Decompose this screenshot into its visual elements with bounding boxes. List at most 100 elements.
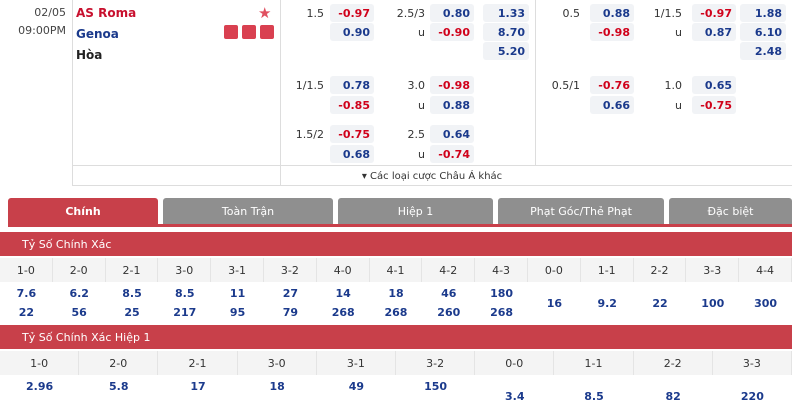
score-label: 3-3 [686, 258, 740, 282]
favorite-star[interactable]: ★ [258, 4, 272, 22]
more-link[interactable]: ▾ Các loại cược Châu Á khác [361, 170, 503, 182]
score-odds[interactable]: 79 [282, 305, 299, 319]
score-odds[interactable]: 95 [229, 305, 246, 319]
odds[interactable]: 0.87 [692, 23, 736, 41]
odds[interactable]: 1.33 [483, 4, 529, 22]
score-odds[interactable]: 8.5 [122, 286, 142, 300]
divider [280, 0, 281, 185]
odds[interactable]: 0.64 [430, 125, 474, 143]
odds[interactable]: 6.10 [740, 23, 786, 41]
tab[interactable]: Toàn Trận [163, 198, 333, 224]
odds[interactable]: 2.48 [740, 42, 786, 60]
score-odds[interactable]: 150 [424, 379, 448, 393]
odds[interactable]: 0.68 [330, 145, 374, 163]
collapse-icon[interactable] [0, 325, 20, 349]
tab[interactable]: Đặc biệt [669, 198, 792, 224]
score-label: 4-3 [475, 258, 528, 282]
tab[interactable]: Chính [8, 198, 158, 224]
line-label: 0.5 [562, 6, 581, 20]
tab-underline [8, 224, 792, 227]
score-odds[interactable]: 268 [331, 305, 355, 319]
odds[interactable]: 0.65 [692, 76, 736, 94]
line-label: 1.5 [306, 6, 325, 20]
score-label: 3-0 [158, 258, 212, 282]
score-odds[interactable]: 260 [437, 305, 461, 319]
score-odds[interactable]: 6.2 [69, 286, 89, 300]
odds[interactable]: -0.85 [330, 96, 374, 114]
odds[interactable]: -0.76 [590, 76, 634, 94]
score-odds[interactable]: 300 [754, 296, 778, 310]
section-header[interactable]: Tỷ Số Chính Xác [0, 232, 792, 256]
draw-label: Hòa [76, 48, 103, 62]
odds[interactable]: -0.97 [692, 4, 736, 22]
header-row [0, 351, 792, 375]
tab[interactable]: Phạt Góc/Thẻ Phạt [498, 198, 664, 224]
odds[interactable]: -0.98 [590, 23, 634, 41]
score-odds[interactable]: 11 [229, 286, 246, 300]
line-label: 2.5/3 [396, 6, 425, 20]
score-odds[interactable]: 7.6 [16, 286, 37, 300]
line-label: 1/1.5 [653, 6, 682, 20]
away-team[interactable]: Genoa [76, 27, 119, 41]
odds[interactable]: -0.90 [430, 23, 474, 41]
score-odds[interactable]: 82 [665, 389, 681, 400]
line-label: u [418, 147, 425, 161]
score-odds[interactable]: 8.5 [584, 389, 604, 400]
score-label: 2-2 [634, 258, 687, 282]
score-odds[interactable]: 46 [441, 286, 457, 300]
score-odds[interactable]: 22 [18, 305, 35, 319]
score-odds[interactable]: 22 [652, 296, 668, 310]
divider [72, 165, 792, 166]
score-odds[interactable]: 268 [384, 305, 408, 319]
score-odds[interactable]: 268 [490, 305, 514, 319]
icon[interactable] [242, 25, 256, 39]
score-label: 2-0 [79, 351, 159, 375]
odds[interactable]: -0.97 [330, 4, 374, 22]
section-header[interactable]: Tỷ Số Chính Xác Hiệp 1 [0, 325, 792, 349]
score-odds[interactable]: 18 [388, 286, 404, 300]
score-odds[interactable]: 217 [173, 305, 197, 319]
odds[interactable]: 5.20 [483, 42, 529, 60]
score-odds[interactable]: 8.5 [175, 286, 195, 300]
score-odds[interactable]: 27 [282, 286, 299, 300]
score-odds[interactable]: 5.8 [109, 379, 129, 393]
score-odds[interactable]: 14 [335, 286, 351, 300]
score-odds[interactable]: 220 [740, 389, 764, 400]
odds[interactable]: -0.74 [430, 145, 474, 163]
score-label: 3-2 [396, 351, 476, 375]
score-odds[interactable]: 2.96 [26, 379, 54, 393]
score-label: 1-0 [0, 351, 80, 375]
home-team[interactable]: AS Roma [76, 6, 137, 20]
odds[interactable]: 0.88 [590, 4, 634, 22]
score-label: 0-0 [528, 258, 581, 282]
icon[interactable] [224, 25, 238, 39]
odds[interactable]: -0.75 [330, 125, 374, 143]
odds[interactable]: -0.75 [692, 96, 736, 114]
odds[interactable]: 0.90 [330, 23, 374, 41]
odds[interactable]: 0.88 [430, 96, 474, 114]
score-odds[interactable]: 17 [190, 379, 206, 393]
score-label: 3-0 [238, 351, 317, 375]
odds[interactable]: 0.80 [430, 4, 474, 22]
score-odds[interactable]: 56 [71, 305, 87, 319]
icon[interactable] [260, 25, 274, 39]
odds[interactable]: 1.88 [740, 4, 786, 22]
odds[interactable]: 0.78 [330, 76, 374, 94]
score-odds[interactable]: 16 [546, 296, 563, 310]
score-odds[interactable]: 9.2 [597, 296, 617, 310]
score-odds[interactable]: 25 [124, 305, 140, 319]
odds[interactable]: 0.66 [590, 96, 634, 114]
score-odds[interactable]: 180 [490, 286, 514, 300]
score-odds[interactable]: 49 [348, 379, 365, 393]
score-odds[interactable]: 18 [269, 379, 285, 393]
score-odds[interactable]: 100 [701, 296, 725, 310]
header-row [0, 258, 792, 282]
score-odds[interactable]: 3.4 [505, 389, 525, 400]
score-label: 4-2 [422, 258, 476, 282]
score-label: 2-1 [106, 258, 159, 282]
collapse-icon[interactable] [0, 232, 20, 256]
odds[interactable]: 8.70 [483, 23, 529, 41]
tab[interactable]: Hiệp 1 [338, 198, 493, 224]
odds[interactable]: -0.98 [430, 76, 474, 94]
